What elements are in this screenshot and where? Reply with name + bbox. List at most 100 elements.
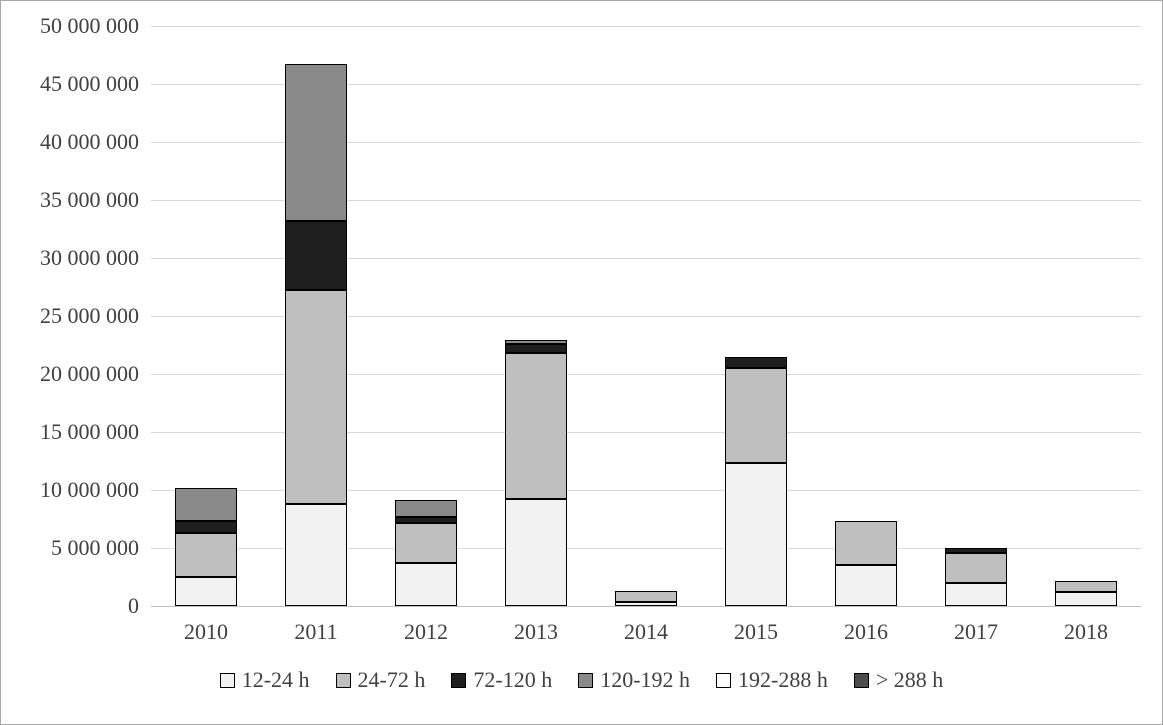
bar-segment-2012-12-24h <box>395 563 457 606</box>
stacked-bar-2013 <box>505 340 567 606</box>
y-tick-label: 35 000 000 <box>40 187 139 212</box>
gridline-5000000 <box>151 548 1141 549</box>
legend-swatch-icon <box>335 672 351 688</box>
category-slot-2010 <box>151 26 261 606</box>
legend-swatch-icon <box>716 672 732 688</box>
gridline-25000000 <box>151 316 1141 317</box>
stacked-bar-2015 <box>725 356 787 606</box>
stacked-bar-2012 <box>395 500 457 606</box>
legend-label: 120-192 h <box>600 667 691 692</box>
bar-segment-2015-12-24h <box>725 463 787 606</box>
x-tick-label-2018: 2018 <box>1064 619 1108 644</box>
bar-segment-2011-12-24h <box>285 503 347 606</box>
category-slot-2016 <box>811 26 921 606</box>
stacked-bar-2017 <box>945 548 1007 606</box>
bar-segment-2016-12-24h <box>835 565 897 606</box>
category-slot-2014 <box>591 26 701 606</box>
legend-swatch-icon <box>853 672 869 688</box>
x-tick-label-2013: 2013 <box>514 619 558 644</box>
plot-area <box>151 26 1141 607</box>
bar-segment-2013-12-24h <box>505 499 567 606</box>
legend-item->288h: > 288 h <box>853 667 944 693</box>
gridline-15000000 <box>151 432 1141 433</box>
legend-swatch-icon <box>219 672 235 688</box>
bar-segment-2017-72-120h <box>945 548 1007 553</box>
gridline-30000000 <box>151 258 1141 259</box>
legend-swatch-icon <box>578 672 594 688</box>
legend-label: 192-288 h <box>738 667 828 692</box>
x-tick-label-2010: 2010 <box>184 619 228 644</box>
y-tick-label: 40 000 000 <box>40 129 139 154</box>
category-slot-2015 <box>701 26 811 606</box>
legend: 12-24 h 24-72 h 72-120 h 120-192 h 192-288 h… <box>1 667 1162 693</box>
bar-segment-2011-72-120h <box>285 220 347 291</box>
y-tick-label: 50 000 000 <box>40 13 139 38</box>
bar-segment-2013-120-192h <box>505 340 567 344</box>
legend-label: 12-24 h <box>241 667 310 692</box>
y-tick-label: 20 000 000 <box>40 361 139 386</box>
bar-segment-2013-24-72h <box>505 353 567 500</box>
stacked-bar-2016 <box>835 521 897 606</box>
bar-segment-2015-24-72h <box>725 368 787 464</box>
bar-segment-2010-12-24h <box>175 577 237 606</box>
stacked-bar-2014 <box>615 590 677 606</box>
gridline-45000000 <box>151 84 1141 85</box>
y-tick-label: 0 <box>128 593 139 618</box>
bar-segment-2011-24-72h <box>285 290 347 504</box>
legend-item-192-288h: 192-288 h <box>716 667 828 693</box>
legend-label: 24-72 h <box>357 667 426 692</box>
bar-segment-2016-24-72h <box>835 521 897 566</box>
legend-label: 72-120 h <box>473 667 553 692</box>
bar-segment-2018-12-24h <box>1055 592 1117 606</box>
gridline-35000000 <box>151 200 1141 201</box>
x-tick-label-2016: 2016 <box>844 619 888 644</box>
y-tick-label: 5 000 000 <box>51 535 139 560</box>
legend-item-24-72h: 24-72 h <box>335 667 426 693</box>
x-tick-label-2014: 2014 <box>624 619 668 644</box>
stacked-bar-2010 <box>175 487 237 606</box>
y-tick-label: 10 000 000 <box>40 477 139 502</box>
bar-segment-2014-24-72h <box>615 590 677 602</box>
bar-segment-2010-120-192h <box>175 487 237 522</box>
x-tick-label-2011: 2011 <box>294 619 338 644</box>
gridline-40000000 <box>151 142 1141 143</box>
x-tick-label-2017: 2017 <box>954 619 998 644</box>
category-slot-2017 <box>921 26 1031 606</box>
bar-series-container <box>151 26 1141 606</box>
bar-segment-2017-24-72h <box>945 552 1007 583</box>
y-tick-label: 45 000 000 <box>40 71 139 96</box>
bar-segment-2014-12-24h <box>615 601 677 606</box>
category-slot-2011 <box>261 26 371 606</box>
gridline-10000000 <box>151 490 1141 491</box>
bar-segment-2015-72-120h <box>725 356 787 369</box>
y-tick-label: 25 000 000 <box>40 303 139 328</box>
bar-segment-2012-120-192h <box>395 500 457 517</box>
legend-swatch-icon <box>451 672 467 688</box>
category-slot-2012 <box>371 26 481 606</box>
legend-label: > 288 h <box>875 667 944 692</box>
y-tick-label: 30 000 000 <box>40 245 139 270</box>
bar-segment-2013-72-120h <box>505 343 567 354</box>
bar-segment-2018-24-72h <box>1055 580 1117 593</box>
stacked-bar-2018 <box>1055 580 1117 606</box>
x-tick-label-2015: 2015 <box>734 619 778 644</box>
bar-segment-2010-72-120h <box>175 521 237 533</box>
gridline-20000000 <box>151 374 1141 375</box>
bar-segment-2012-24-72h <box>395 522 457 564</box>
bar-segment-2017-12-24h <box>945 582 1007 606</box>
legend-item-12-24h: 12-24 h <box>219 667 310 693</box>
x-axis-tick-labels: 2010 2011 2012 2013 2014 2015 2016 2017 2018 <box>151 619 1141 645</box>
legend-item-120-192h: 120-192 h <box>578 667 690 693</box>
legend-item-72-120h: 72-120 h <box>451 667 552 693</box>
category-slot-2013 <box>481 26 591 606</box>
bar-segment-2012-72-120h <box>395 516 457 523</box>
category-slot-2018 <box>1031 26 1141 606</box>
y-tick-label: 15 000 000 <box>40 419 139 444</box>
stacked-bar-2011 <box>285 64 347 606</box>
bar-segment-2011-120-192h <box>285 64 347 221</box>
x-tick-label-2012: 2012 <box>404 619 448 644</box>
bar-segment-2010-24-72h <box>175 532 237 577</box>
gridline-50000000 <box>151 26 1141 27</box>
gridline-0 <box>151 606 1141 607</box>
